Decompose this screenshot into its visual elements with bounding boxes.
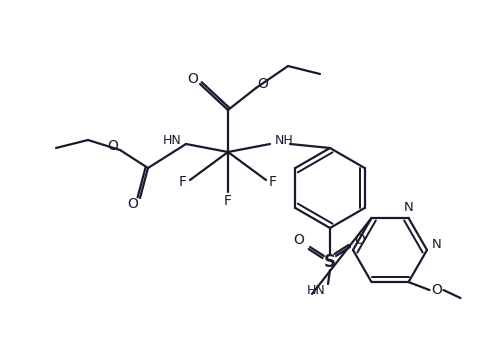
Text: NH: NH — [274, 134, 294, 147]
Text: HN: HN — [307, 284, 325, 296]
Text: N: N — [404, 202, 414, 215]
Text: O: O — [108, 139, 119, 153]
Text: N: N — [432, 238, 442, 252]
Text: O: O — [258, 77, 269, 91]
Text: F: F — [179, 175, 187, 189]
Text: O: O — [355, 233, 366, 247]
Text: F: F — [269, 175, 277, 189]
Text: O: O — [127, 197, 139, 211]
Text: O: O — [294, 233, 304, 247]
Text: S: S — [324, 253, 336, 271]
Text: F: F — [224, 194, 232, 208]
Text: HN: HN — [163, 134, 181, 147]
Text: O: O — [431, 283, 442, 297]
Text: O: O — [188, 72, 198, 86]
